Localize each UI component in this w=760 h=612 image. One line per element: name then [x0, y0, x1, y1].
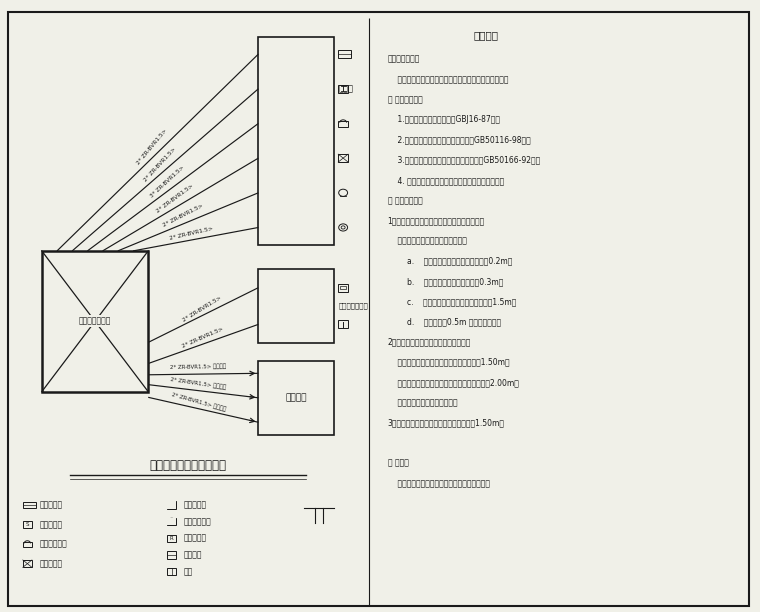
Bar: [23, 542, 32, 547]
Text: 紧急启停按钮挂墙明装，其下沿距楼面高1.50m，: 紧急启停按钮挂墙明装，其下沿距楼面高1.50m，: [388, 358, 509, 367]
Text: 2* ZR-BVR1.5>: 2* ZR-BVR1.5>: [181, 327, 223, 349]
Text: 放气指示灯安装在门框上沿。: 放气指示灯安装在门框上沿。: [388, 398, 458, 407]
Text: 消弧装置: 消弧装置: [184, 550, 202, 559]
Text: 控制盘: 控制盘: [338, 84, 353, 93]
Bar: [167, 568, 176, 575]
Text: 2.《火灾自动报警系统设计规范》（GB50116-98）。: 2.《火灾自动报警系统设计规范》（GB50116-98）。: [388, 136, 530, 144]
Bar: [340, 286, 346, 289]
Text: 紧急启停按钮: 紧急启停按钮: [184, 517, 211, 526]
Text: 声光报警器与警铃挂墙明装，其下沿距楼面高2.00m，: 声光报警器与警铃挂墙明装，其下沿距楼面高2.00m，: [388, 378, 518, 387]
Text: 放气指示灯: 放气指示灯: [184, 501, 207, 509]
Bar: [338, 321, 348, 328]
Text: 2* ZR-BVR1.5> 联动信号: 2* ZR-BVR1.5> 联动信号: [171, 391, 226, 412]
Text: 对本工程气体灭火区进行火灾自动报警系统工程设计。: 对本工程气体灭火区进行火灾自动报警系统工程设计。: [388, 75, 508, 84]
Text: 其它未详尽之处根据国家有关规范严格执行。: 其它未详尽之处根据国家有关规范严格执行。: [388, 479, 489, 488]
Bar: [23, 560, 32, 567]
Text: b.    与喷头的水平净距不应小于0.3m，: b. 与喷头的水平净距不应小于0.3m，: [388, 277, 503, 286]
Bar: [258, 361, 334, 435]
Bar: [338, 283, 348, 291]
Text: 声光报警器: 声光报警器: [40, 559, 62, 568]
Text: 2* ZR-BVR1.5>: 2* ZR-BVR1.5>: [182, 296, 222, 323]
Bar: [167, 501, 176, 509]
Bar: [167, 534, 176, 542]
Text: 2* ZR-BVR1.5>: 2* ZR-BVR1.5>: [136, 129, 168, 166]
Text: R: R: [170, 536, 173, 540]
Text: 手动报警按钮: 手动报警按钮: [40, 540, 67, 548]
Text: 2* ZR-BVR1.5> 故障信号: 2* ZR-BVR1.5> 故障信号: [170, 376, 226, 390]
Bar: [338, 50, 351, 58]
Text: c.    与空调送风口的水平净距不应小于1.5m，: c. 与空调送风口的水平净距不应小于1.5m，: [388, 297, 516, 306]
Bar: [167, 518, 176, 525]
Text: S: S: [26, 522, 29, 527]
Text: 3.《火灾自动报警系统施工验收规范》（GB50166-92）。: 3.《火灾自动报警系统施工验收规范》（GB50166-92）。: [388, 156, 540, 165]
Text: 2* ZR-BVR1.5> 火警信号: 2* ZR-BVR1.5> 火警信号: [169, 364, 226, 370]
Text: 感温探测器: 感温探测器: [40, 520, 62, 529]
Text: 2* ZR-BVR1.5>: 2* ZR-BVR1.5>: [156, 184, 195, 214]
Text: 1、探测器安装在吊顶上，尽量居中均匀布置，: 1、探测器安装在吊顶上，尽量居中均匀布置，: [388, 217, 485, 225]
Text: 感烟探测器: 感烟探测器: [40, 501, 62, 509]
Text: 四 、其它: 四 、其它: [388, 459, 408, 468]
Text: a.    与照明灯具的水平净距不应小于0.2m，: a. 与照明灯具的水平净距不应小于0.2m，: [388, 257, 512, 266]
Bar: [258, 37, 334, 245]
Text: 3、气体灭火控制器挂墙明装，下沿距楼面1.50m。: 3、气体灭火控制器挂墙明装，下沿距楼面1.50m。: [388, 419, 505, 427]
Text: 模块: 模块: [184, 567, 193, 576]
Bar: [42, 251, 148, 392]
Text: 气体灭火控制器: 气体灭火控制器: [79, 317, 111, 326]
Bar: [338, 154, 348, 162]
Text: 2* ZR-BVR1.5>: 2* ZR-BVR1.5>: [162, 204, 204, 228]
Bar: [338, 121, 348, 127]
Text: 4. 由相关委托方或相关单位提供的相关设计条件。: 4. 由相关委托方或相关单位提供的相关设计条件。: [388, 176, 504, 185]
Text: 消弧线圈灭装置: 消弧线圈灭装置: [338, 303, 368, 309]
Bar: [258, 269, 334, 343]
Text: 3* ZR-BVR1.5>: 3* ZR-BVR1.5>: [150, 165, 185, 199]
Text: 三 、施工说明：: 三 、施工说明：: [388, 196, 423, 205]
Text: 2* ZR-BVR1.5>: 2* ZR-BVR1.5>: [143, 146, 176, 182]
Bar: [167, 518, 176, 525]
Text: 二 、设计依据：: 二 、设计依据：: [388, 95, 423, 104]
Text: 设计说明: 设计说明: [474, 31, 499, 40]
Bar: [167, 501, 176, 509]
Text: d.    探测器周围0.5m 内不应有遮挡物: d. 探测器周围0.5m 内不应有遮挡物: [388, 318, 501, 326]
Bar: [23, 521, 32, 528]
Bar: [167, 551, 176, 559]
Text: 七氟丙烷灭火报警系统图: 七氟丙烷灭火报警系统图: [150, 458, 226, 472]
Text: 消防中心: 消防中心: [286, 394, 307, 402]
Text: 一、设计内容：: 一、设计内容：: [388, 55, 420, 64]
Text: 2* ZR-BVR1.5>: 2* ZR-BVR1.5>: [169, 226, 214, 241]
Bar: [23, 502, 36, 508]
Text: 气体报警器: 气体报警器: [184, 534, 207, 543]
Text: 1.《建筑设计防火规范》（GBJ16-87）。: 1.《建筑设计防火规范》（GBJ16-87）。: [388, 116, 499, 124]
Text: 其边缘距下列设施的边缘宜保持在: 其边缘距下列设施的边缘宜保持在: [388, 237, 467, 245]
Text: 2、电缆穿钢管后在吊顶内或墙内暗敷设: 2、电缆穿钢管后在吊顶内或墙内暗敷设: [388, 338, 471, 346]
Bar: [338, 84, 348, 92]
